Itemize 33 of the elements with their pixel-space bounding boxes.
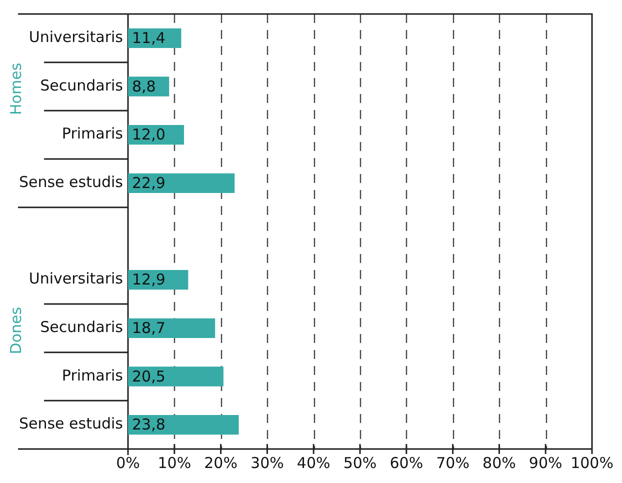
y-tick-label: Secundaris	[40, 318, 124, 336]
text: Homes	[6, 62, 25, 115]
bar	[128, 415, 239, 435]
y-tick-label: Universitaris	[28, 270, 124, 288]
y-tick-label: Primaris	[62, 124, 124, 143]
x-tick-label: 20%	[204, 454, 238, 472]
x-tick-label: 30%	[250, 454, 284, 472]
text: Dones	[6, 306, 25, 354]
y-tick-label: Universitaris	[28, 28, 124, 46]
bar	[128, 366, 224, 386]
x-tick-label: 60%	[390, 454, 424, 472]
x-tick-label: 100%	[570, 454, 614, 472]
data-label: 12,9	[132, 270, 166, 289]
data-label: 12,0	[132, 126, 166, 144]
y-tick-label: Sense estudis	[18, 414, 124, 433]
data-label: 11,4	[132, 29, 166, 48]
x-tick-label: 50%	[343, 454, 377, 472]
x-tick-label: 80%	[482, 454, 516, 472]
x-tick-label: 0%	[116, 454, 140, 472]
y-tick-label: Primaris	[62, 366, 124, 384]
x-tick-label: 40%	[296, 454, 330, 472]
x-tick-label: 70%	[436, 454, 470, 472]
x-tick-label: 90%	[528, 454, 562, 472]
x-tick-label: 10%	[158, 454, 192, 472]
bar	[128, 318, 216, 338]
data-label: 22,9	[132, 174, 166, 192]
bar	[128, 173, 235, 193]
data-label: 20,5	[132, 367, 166, 386]
y-tick-label: Secundaris	[40, 76, 124, 94]
data-label: 18,7	[132, 319, 166, 338]
data-label: 23,8	[132, 416, 166, 434]
data-label: 8,8	[132, 77, 156, 96]
y-tick-label: Sense estudis	[18, 173, 124, 192]
